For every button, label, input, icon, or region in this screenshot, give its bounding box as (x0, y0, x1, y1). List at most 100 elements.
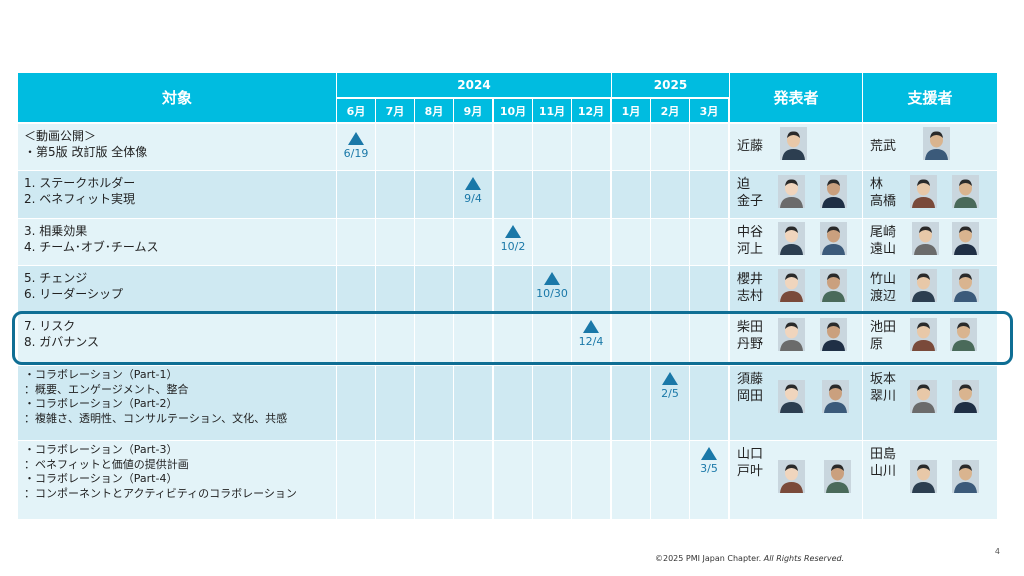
avatar-photo-icon (910, 460, 937, 493)
avatar-photo-icon (820, 269, 847, 302)
presenter-names: 近藤 (737, 139, 764, 154)
month-cell (337, 219, 375, 265)
month-cell (494, 366, 532, 440)
presenter-names: 山口 戸叶 (737, 447, 764, 479)
milestone-date: 10/2 (500, 240, 526, 253)
month-cell (454, 124, 492, 170)
month-cell (415, 266, 453, 313)
month-cell (572, 124, 610, 170)
month-cell (415, 314, 453, 365)
footer-copyright: ©2025 PMI Japan Chapter. All Rights Rese… (655, 554, 845, 563)
month-header: 12月 (572, 99, 610, 122)
topic-cell: 3. 相乗効果 4. チーム･オブ･チームス (18, 219, 336, 265)
month-cell (415, 441, 453, 519)
month-cell (612, 171, 650, 218)
avatar-photo-icon (950, 318, 977, 351)
month-cell (337, 124, 375, 170)
month-header: 6月 (337, 99, 375, 122)
avatar-photo-icon (910, 380, 937, 413)
avatar-photo-icon (923, 127, 950, 160)
month-header: 10月 (494, 99, 532, 122)
month-cell (612, 314, 650, 365)
avatar-photo-icon (952, 460, 979, 493)
month-cell (415, 219, 453, 265)
milestone-date: 2/5 (661, 387, 679, 400)
month-cell (690, 171, 728, 218)
topic-cell: ・コラボレーション（Part-3） ：ベネフィットと価値の提供計画 ・コラボレー… (18, 441, 336, 519)
month-cell (415, 171, 453, 218)
avatar-photo-icon (778, 318, 805, 351)
topic-cell: 5. チェンジ 6. リーダーシップ (18, 266, 336, 313)
milestone-triangle-icon (505, 225, 521, 238)
avatar-photo-icon (820, 318, 847, 351)
month-cell (415, 366, 453, 440)
avatar-photo-icon (778, 269, 805, 302)
supporter-names: 尾崎 遠山 (870, 225, 897, 257)
supporter-names: 林 高橋 (870, 177, 897, 209)
topic-cell: 1. ステークホルダー 2. ベネフィット実現 (18, 171, 336, 218)
supporter-header: 支援者 (863, 73, 997, 122)
month-cell (612, 124, 650, 170)
month-cell (337, 366, 375, 440)
milestone-triangle-icon (544, 272, 560, 285)
month-cell (572, 441, 610, 519)
month-cell (612, 266, 650, 313)
month-header: 11月 (533, 99, 571, 122)
month-cell (494, 266, 532, 313)
month-cell (454, 441, 492, 519)
month-cell (376, 441, 414, 519)
avatar-photo-icon (910, 175, 937, 208)
avatar-photo-icon (912, 222, 939, 255)
avatar-photo-icon (778, 460, 805, 493)
month-cell (651, 219, 689, 265)
month-cell (376, 366, 414, 440)
month-header: 2月 (651, 99, 689, 122)
month-cell (612, 219, 650, 265)
month-cell (690, 366, 728, 440)
supporter-names: 竹山 渡辺 (870, 272, 897, 304)
month-header: 3月 (690, 99, 728, 122)
month-cell (376, 266, 414, 313)
milestone-triangle-icon (465, 177, 481, 190)
milestone-triangle-icon (662, 372, 678, 385)
presenter-header: 発表者 (730, 73, 862, 122)
supporter-names: 坂本 翠川 (870, 372, 897, 404)
milestone-date: 12/4 (578, 335, 604, 348)
month-cell (533, 171, 571, 218)
month-cell (533, 219, 571, 265)
month-cell (454, 266, 492, 313)
month-cell (572, 266, 610, 313)
avatar-photo-icon (952, 175, 979, 208)
milestone-marker: 2/5 (645, 372, 695, 400)
avatar-photo-icon (910, 318, 937, 351)
supporter-names: 田島 山川 (870, 447, 897, 479)
month-cell (337, 314, 375, 365)
month-cell (337, 266, 375, 313)
month-cell (376, 171, 414, 218)
month-cell (494, 124, 532, 170)
milestone-marker: 12/4 (566, 320, 616, 348)
month-header: 7月 (376, 99, 414, 122)
presenter-names: 須藤 岡田 (737, 372, 764, 404)
month-cell (651, 171, 689, 218)
month-cell (533, 314, 571, 365)
month-cell (651, 266, 689, 313)
month-cell (415, 124, 453, 170)
milestone-marker: 10/30 (527, 272, 577, 300)
milestone-date: 9/4 (464, 192, 482, 205)
month-cell (690, 266, 728, 313)
milestone-marker: 9/4 (448, 177, 498, 205)
avatar-photo-icon (952, 269, 979, 302)
month-cell (376, 219, 414, 265)
avatar-photo-icon (780, 127, 807, 160)
presenter-names: 中谷 河上 (737, 225, 764, 257)
month-cell (376, 314, 414, 365)
avatar-photo-icon (822, 380, 849, 413)
topic-cell: 7. リスク 8. ガバナンス (18, 314, 336, 365)
target-header: 対象 (18, 73, 336, 122)
presenter-names: 迫 金子 (737, 177, 764, 209)
avatar-photo-icon (824, 460, 851, 493)
month-cell (651, 124, 689, 170)
topic-cell: ・コラボレーション（Part-1） ：概要、エンゲージメント、整合 ・コラボレー… (18, 366, 336, 440)
month-cell (690, 124, 728, 170)
